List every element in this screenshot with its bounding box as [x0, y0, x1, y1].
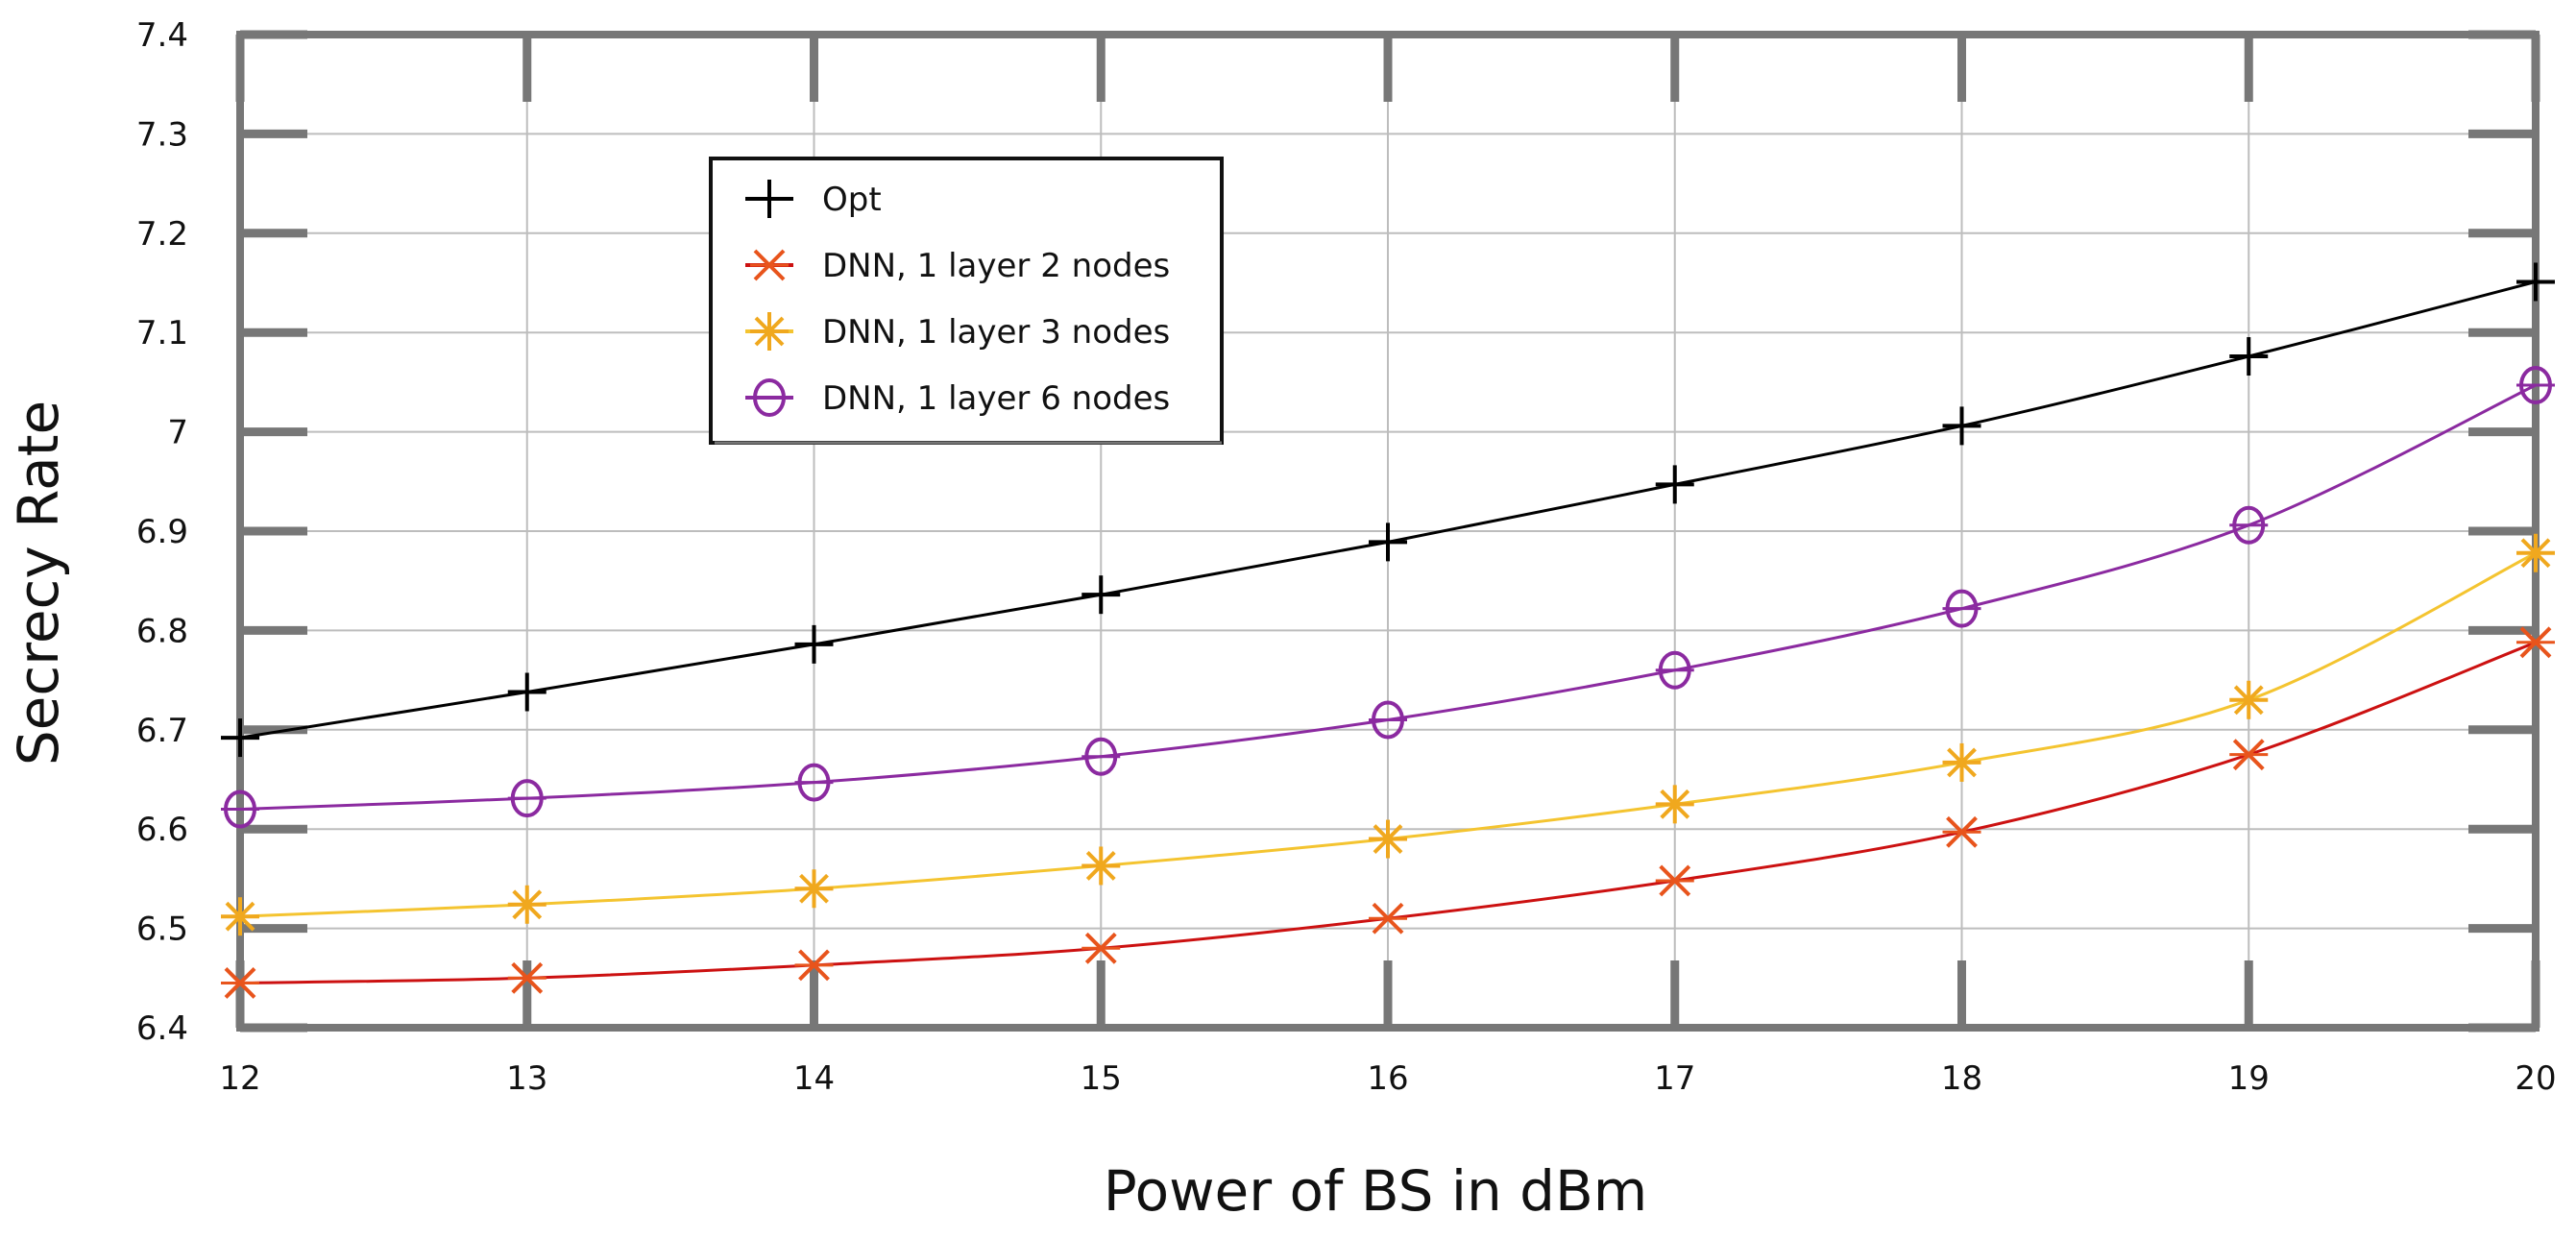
- data-point: [1942, 589, 1981, 628]
- y-tick-label: 7.3: [136, 115, 188, 154]
- data-point: [1369, 819, 1407, 859]
- data-point: [2516, 533, 2555, 572]
- y-axis-title: Secrecy Rate: [6, 401, 71, 765]
- data-point: [1081, 932, 1121, 964]
- data-point: [1081, 737, 1121, 776]
- data-point: [2516, 626, 2555, 659]
- data-point: [794, 763, 834, 802]
- data-point: [1655, 864, 1694, 897]
- legend-item: DNN, 1 layer 6 nodes: [745, 378, 1170, 418]
- x-tick-label: 14: [793, 1059, 835, 1098]
- data-point: [1369, 522, 1407, 562]
- y-tick-label: 6.6: [136, 811, 188, 849]
- legend-label: DNN, 1 layer 6 nodes: [822, 379, 1170, 418]
- series-group: [221, 262, 2555, 999]
- series-4: [221, 366, 2555, 829]
- data-point: [794, 624, 834, 664]
- data-point: [221, 790, 259, 829]
- data-point: [1081, 846, 1121, 886]
- y-tick-label: 7.4: [136, 16, 188, 55]
- x-tick-label: 20: [2515, 1059, 2556, 1098]
- data-point: [2516, 262, 2555, 302]
- x-tick-label: 15: [1081, 1059, 1122, 1098]
- data-point: [1942, 815, 1981, 848]
- legend-item: Opt: [745, 180, 882, 219]
- y-tick-label: 6.5: [136, 911, 188, 949]
- data-point: [1655, 785, 1694, 824]
- legend-item: DNN, 1 layer 2 nodes: [745, 247, 1170, 285]
- y-tick-label: 7.1: [136, 314, 188, 352]
- x-tick-label: 18: [1941, 1059, 1982, 1098]
- data-point: [507, 672, 547, 712]
- data-point: [1942, 742, 1981, 782]
- y-tick-label: 6.9: [136, 513, 188, 551]
- legend-item: DNN, 1 layer 3 nodes: [745, 312, 1170, 352]
- data-point: [1369, 700, 1407, 740]
- data-point: [507, 779, 547, 818]
- data-point: [2229, 337, 2269, 377]
- legend-items: Opt DNN, 1 layer 2 nodes DNN, 1 layer 3 no…: [745, 180, 1170, 418]
- series-2: [221, 626, 2555, 999]
- y-tick-label: 6.8: [136, 612, 188, 650]
- x-tick-label: 16: [1367, 1059, 1408, 1098]
- y-tick-label: 7: [167, 414, 188, 452]
- data-point: [794, 869, 834, 909]
- data-point: [507, 961, 547, 994]
- grid: [239, 34, 2537, 1029]
- data-point: [794, 949, 834, 982]
- series-3: [221, 533, 2555, 936]
- data-point: [1655, 465, 1694, 504]
- legend-label: DNN, 1 layer 2 nodes: [822, 247, 1170, 285]
- data-point: [2516, 366, 2555, 405]
- legend-label: DNN, 1 layer 3 nodes: [822, 313, 1170, 352]
- data-point: [2229, 739, 2269, 771]
- legend-label: Opt: [822, 181, 882, 219]
- legend-marker: [750, 249, 789, 281]
- data-point: [507, 885, 547, 924]
- legend-box: [709, 157, 1224, 445]
- y-tick-label: 6.4: [136, 1009, 188, 1048]
- legend: Opt DNN, 1 layer 2 nodes DNN, 1 layer 3 no…: [709, 157, 1224, 445]
- y-tick-label: 7.2: [136, 215, 188, 254]
- data-point: [1942, 406, 1981, 446]
- data-point: [1369, 902, 1407, 935]
- x-tick-label: 12: [219, 1059, 260, 1098]
- data-point: [1081, 575, 1121, 615]
- x-tick-label: 13: [506, 1059, 547, 1098]
- x-tick-label: 19: [2228, 1059, 2270, 1098]
- data-point: [1655, 650, 1694, 690]
- y-tick-label: 6.7: [136, 712, 188, 750]
- legend-marker: [750, 180, 789, 218]
- data-point: [2229, 505, 2269, 545]
- tick-labels: 12 13 14 15 16 17 18 19 20 6.4 6.5 6.6 6.7 6.8 6.9 7 7.1…: [136, 16, 2557, 1098]
- data-point: [221, 718, 259, 758]
- data-point: [2229, 680, 2269, 719]
- series-1: [221, 262, 2555, 758]
- axis-ticks: [235, 30, 2540, 1032]
- data-point: [221, 967, 259, 999]
- x-axis-title: Power of BS in dBm: [1104, 1158, 1648, 1224]
- data-point: [221, 897, 259, 936]
- legend-marker: [750, 312, 789, 351]
- legend-marker: [750, 378, 789, 417]
- x-tick-label: 17: [1654, 1059, 1695, 1098]
